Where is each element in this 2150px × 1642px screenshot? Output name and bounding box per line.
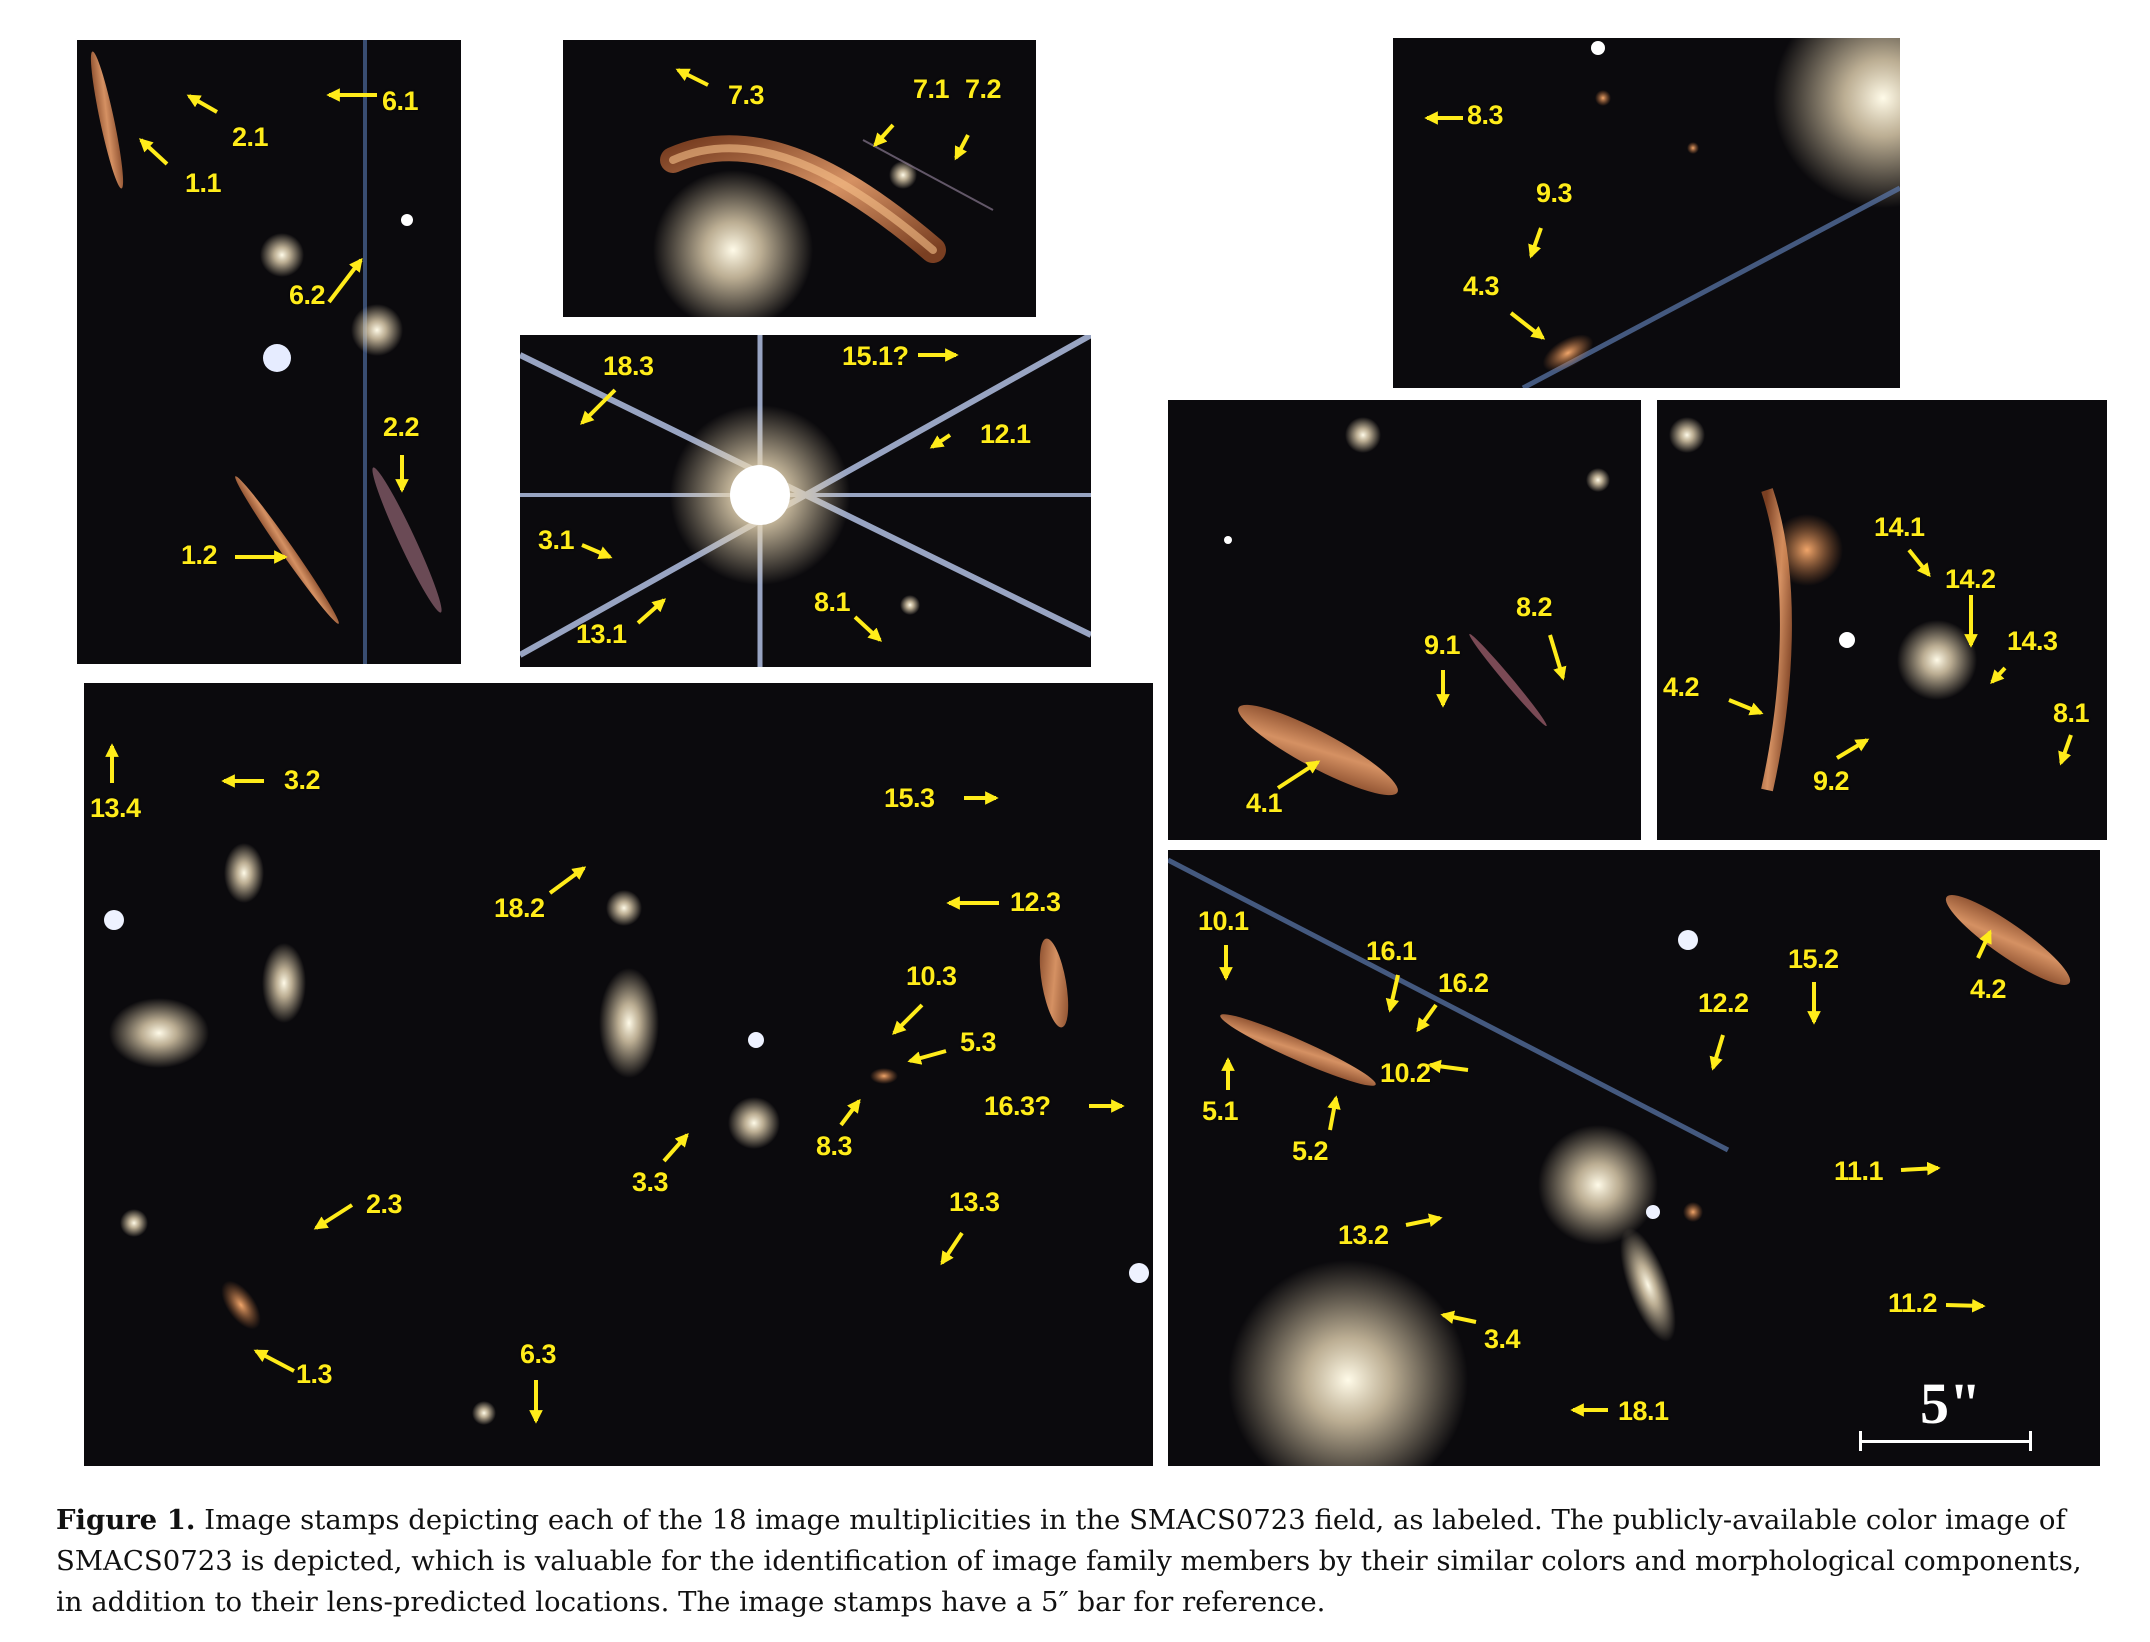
stamp-7-label-18-2: 18.2 (494, 893, 545, 923)
stamp-7-label-3-3: 3.3 (632, 1167, 669, 1197)
figure-caption: Figure 1. Image stamps depicting each of… (56, 1500, 2096, 1623)
stamp-4-label-9-3: 9.3 (1536, 178, 1573, 208)
stamp-8-sky (1168, 857, 2071, 1466)
stamp-1-label-2-2: 2.2 (383, 412, 420, 442)
stamp-7-label-15-3: 15.3 (884, 783, 935, 813)
stamp-7-label-10-3: 10.3 (906, 961, 957, 991)
stamp-8-label-12-2: 12.2 (1698, 988, 1749, 1018)
stamp-7-label-1-3: 1.3 (296, 1359, 333, 1389)
image-stamp-6: 14.1 14.2 14.3 4.2 8.1 9.2 (1657, 400, 2107, 840)
stamp-4-sky (1521, 38, 1900, 388)
stamp-3-sky (520, 335, 1091, 667)
caption-label: Figure 1. (56, 1504, 196, 1536)
image-stamp-3: 18.3 15.1? 12.1 3.1 13.1 8.1 (520, 335, 1091, 667)
stamp-2-label-7-1: 7.1 (913, 74, 950, 104)
stamp-8-label-16-2: 16.2 (1438, 968, 1489, 998)
stamp-2-label-7-3: 7.3 (728, 80, 765, 110)
stamp-5-label-9-1: 9.1 (1424, 630, 1461, 660)
stamp-6-label-8-1: 8.1 (2053, 698, 2090, 728)
image-stamp-1: 2.1 6.1 1.1 6.2 2.2 1.2 (77, 40, 461, 664)
stamp-5-sky (1224, 417, 1610, 796)
scale-bar-tick-left (1859, 1431, 1862, 1451)
stamp-7-label-16-3: 16.3? (984, 1091, 1051, 1121)
stamp-8-label-11-2: 11.2 (1888, 1288, 1938, 1318)
stamp-1-label-1-1: 1.1 (185, 168, 222, 198)
stamp-6-label-14-2: 14.2 (1945, 564, 1996, 594)
stamp-7-label-12-3: 12.3 (1010, 887, 1061, 917)
stamp-1-label-2-1: 2.1 (232, 122, 269, 152)
image-stamp-7: 13.4 3.2 15.3 18.2 12.3 10.3 5.3 16.3? 8… (84, 683, 1153, 1466)
stamp-8-label-18-1: 18.1 (1618, 1396, 1669, 1426)
image-stamp-4: 8.3 9.3 4.3 (1393, 38, 1900, 388)
stamp-4-label-4-3: 4.3 (1463, 271, 1500, 301)
scale-bar (1860, 1440, 2032, 1443)
stamp-7-label-13-3: 13.3 (949, 1187, 1000, 1217)
stamp-8-label-5-1: 5.1 (1202, 1096, 1239, 1126)
stamp-4-label-8-3: 8.3 (1467, 100, 1504, 130)
scale-bar-tick-right (2029, 1431, 2032, 1451)
stamp-6-label-4-2: 4.2 (1663, 672, 1700, 702)
stamp-1-label-6-1: 6.1 (382, 86, 419, 116)
image-stamp-2: 7.3 7.1 7.2 (563, 40, 1036, 317)
stamp-8-label-15-2: 15.2 (1788, 944, 1839, 974)
stamp-7-label-2-3: 2.3 (366, 1189, 403, 1219)
stamp-8-label-11-1: 11.1 (1834, 1156, 1884, 1186)
stamp-1-sky (90, 40, 442, 664)
stamp-5-label-4-1: 4.1 (1246, 788, 1283, 818)
stamp-2-label-7-2: 7.2 (965, 74, 1002, 104)
stamp-1-label-1-2: 1.2 (181, 540, 218, 570)
stamp-8-label-5-2: 5.2 (1292, 1136, 1329, 1166)
caption-text: Image stamps depicting each of the 18 im… (56, 1504, 2082, 1618)
stamp-3-label-12-1: 12.1 (980, 419, 1031, 449)
image-stamp-5: 8.2 9.1 4.1 (1168, 400, 1641, 840)
stamp-8-label-10-2: 10.2 (1380, 1058, 1431, 1088)
stamp-7-label-13-4: 13.4 (90, 793, 141, 823)
stamp-6-label-14-3: 14.3 (2007, 626, 2058, 656)
stamp-6-label-9-2: 9.2 (1813, 766, 1850, 796)
stamp-3-label-18-3: 18.3 (603, 351, 654, 381)
stamp-7-label-8-3: 8.3 (816, 1131, 853, 1161)
stamp-6-sky (1669, 417, 1977, 792)
scale-bar-label: 5" (1920, 1371, 1982, 1436)
stamp-8-label-10-1: 10.1 (1198, 906, 1249, 936)
stamp-1-label-6-2: 6.2 (289, 280, 326, 310)
stamp-8-label-4-2: 4.2 (1970, 974, 2007, 1004)
stamp-3-label-15-1: 15.1? (842, 341, 909, 371)
stamp-3-label-3-1: 3.1 (538, 525, 575, 555)
stamp-8-label-13-2: 13.2 (1338, 1220, 1389, 1250)
stamp-3-label-13-1: 13.1 (576, 619, 627, 649)
stamp-7-label-5-3: 5.3 (960, 1027, 997, 1057)
stamp-3-label-8-1: 8.1 (814, 587, 851, 617)
image-stamp-8: 10.1 16.1 16.2 15.2 12.2 4.2 10.2 5.1 5.… (1168, 850, 2100, 1466)
stamp-6-label-14-1: 14.1 (1874, 512, 1925, 542)
stamp-5-label-8-2: 8.2 (1516, 592, 1553, 622)
stamp-7-label-3-2: 3.2 (284, 765, 321, 795)
stamp-8-label-16-1: 16.1 (1366, 936, 1417, 966)
stamp-7-sky (104, 843, 1149, 1425)
stamp-2-sky (653, 135, 994, 317)
stamp-7-label-6-3: 6.3 (520, 1339, 557, 1369)
stamp-8-label-3-4: 3.4 (1484, 1324, 1521, 1354)
